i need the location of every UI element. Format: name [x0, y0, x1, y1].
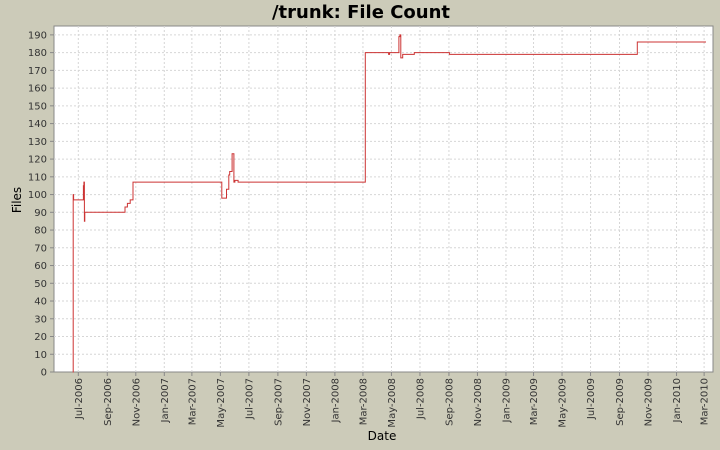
x-tick-label: Jul-2009: [586, 378, 597, 420]
x-tick-label: Mar-2010: [700, 378, 711, 425]
series-layer: [72, 34, 706, 373]
x-tick-label: Sep-2008: [444, 378, 455, 426]
x-tick-label: May-2009: [558, 378, 569, 428]
series-line: [72, 34, 706, 373]
y-tick-label: 30: [34, 314, 47, 325]
y-tick-label: 190: [28, 30, 47, 41]
x-tick-label: Mar-2007: [187, 378, 198, 425]
x-tick-label: Jan-2007: [160, 378, 171, 423]
x-tick-label: May-2007: [216, 378, 227, 428]
x-tick-label: Mar-2009: [529, 378, 540, 425]
chart-title: /trunk: File Count: [272, 2, 450, 23]
x-tick-label: Sep-2007: [273, 378, 284, 426]
x-tick-label: Jul-2008: [415, 378, 426, 420]
x-tick-label: Mar-2008: [358, 378, 369, 425]
y-tick-label: 110: [28, 172, 47, 183]
x-tick-label: Nov-2007: [302, 378, 313, 426]
x-tick-label: Nov-2008: [473, 378, 484, 426]
y-tick-label: 170: [28, 66, 47, 77]
x-tick-label: Sep-2009: [615, 378, 626, 426]
x-tick-label: Sep-2006: [103, 378, 114, 426]
y-tick-label: 90: [34, 208, 47, 219]
x-tick-label: Jul-2006: [74, 378, 85, 420]
y-tick-label: 140: [28, 119, 47, 130]
y-tick-label: 20: [34, 332, 47, 343]
y-tick-label: 100: [28, 190, 47, 201]
plot-area: [53, 25, 714, 373]
y-tick-label: 130: [28, 137, 47, 148]
x-tick-label: Nov-2006: [131, 378, 142, 426]
axes: 0 10 20 30 40 50 60 70 80 90 100 110 120 130 140 150 160…: [28, 30, 711, 427]
x-tick-label: Jan-2008: [330, 378, 341, 423]
x-tick-label: Nov-2009: [644, 378, 655, 426]
y-tick-label: 160: [28, 84, 47, 95]
y-tick-label: 60: [34, 261, 47, 272]
x-tick-label: Jan-2010: [672, 378, 683, 423]
y-tick-label: 120: [28, 155, 47, 166]
y-tick-label: 40: [34, 297, 47, 308]
x-tick-label: Jan-2009: [501, 378, 512, 423]
y-tick-label: 10: [34, 350, 47, 361]
x-tick-label: Jul-2007: [244, 378, 255, 420]
x-tick-label: May-2008: [387, 378, 398, 428]
y-tick-label: 180: [28, 48, 47, 59]
y-tick-label: 80: [34, 226, 47, 237]
x-axis-label: Date: [368, 429, 397, 443]
y-axis-label: Files: [10, 187, 24, 213]
y-tick-label: 70: [34, 243, 47, 254]
y-tick-label: 50: [34, 279, 47, 290]
y-tick-label: 0: [41, 368, 47, 379]
y-tick-label: 150: [28, 101, 47, 112]
